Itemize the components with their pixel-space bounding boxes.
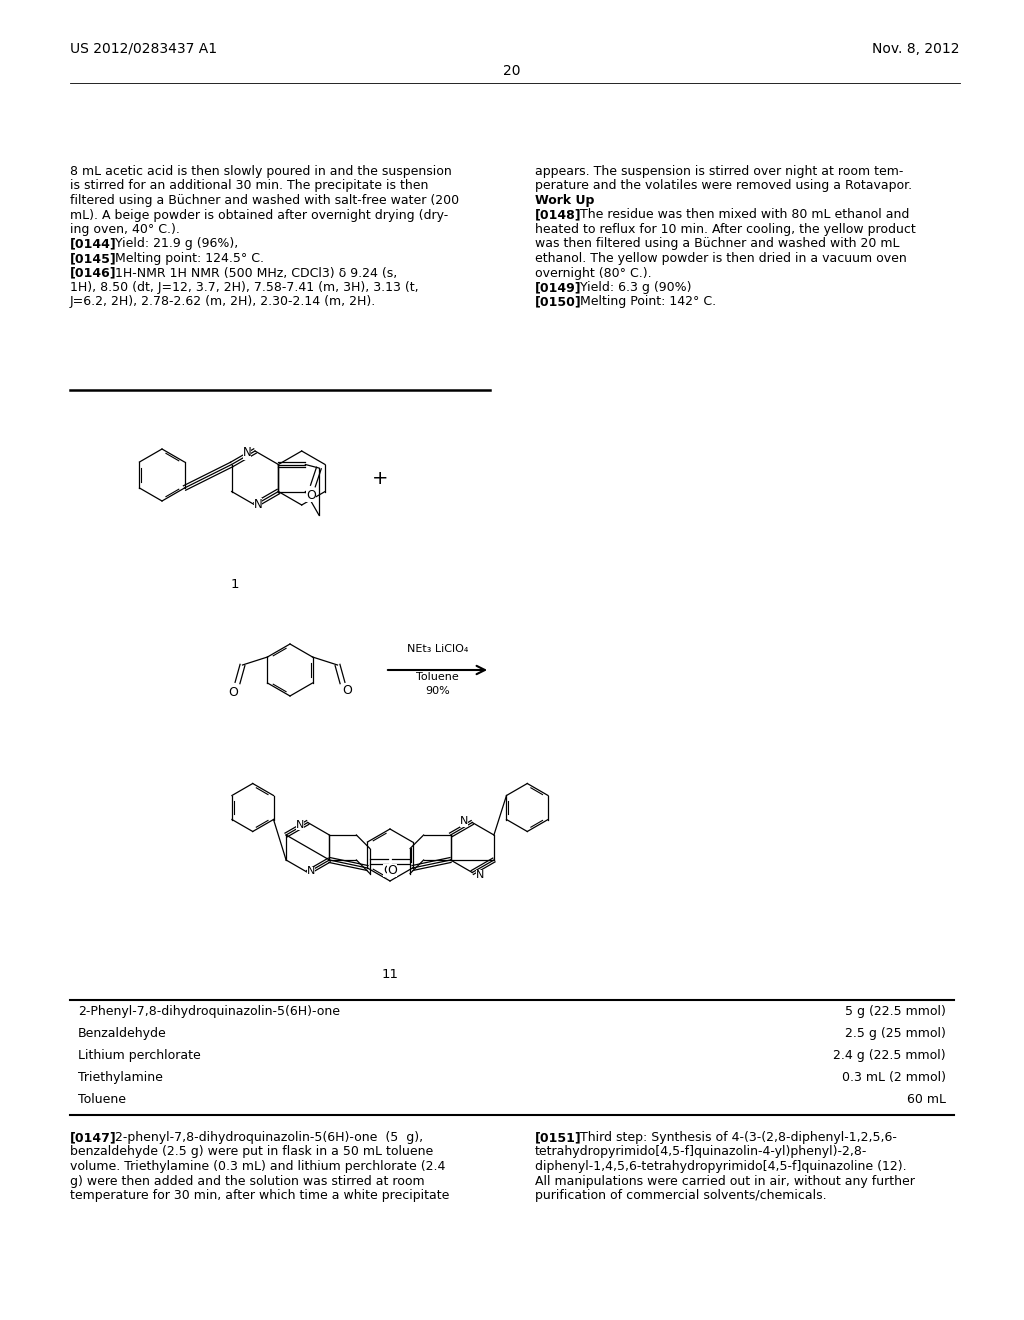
Text: 1H-NMR 1H NMR (500 MHz, CDCl3) δ 9.24 (s,: 1H-NMR 1H NMR (500 MHz, CDCl3) δ 9.24 (s… [103, 267, 397, 280]
Text: 11: 11 [382, 969, 398, 982]
Text: 2.4 g (22.5 mmol): 2.4 g (22.5 mmol) [834, 1049, 946, 1063]
Text: filtered using a Büchner and washed with salt-free water (200: filtered using a Büchner and washed with… [70, 194, 459, 207]
Text: N: N [460, 817, 468, 826]
Text: 5 g (22.5 mmol): 5 g (22.5 mmol) [845, 1005, 946, 1018]
Text: 2-phenyl-7,8-dihydroquinazolin-5(6H)-one  (5  g),: 2-phenyl-7,8-dihydroquinazolin-5(6H)-one… [103, 1131, 424, 1144]
Text: g) were then added and the solution was stirred at room: g) were then added and the solution was … [70, 1175, 425, 1188]
Text: The residue was then mixed with 80 mL ethanol and: The residue was then mixed with 80 mL et… [568, 209, 909, 222]
Text: [0151]: [0151] [535, 1131, 582, 1144]
Text: Melting Point: 142° C.: Melting Point: 142° C. [568, 296, 717, 309]
Text: N: N [306, 866, 315, 876]
Text: mL). A beige powder is obtained after overnight drying (dry-: mL). A beige powder is obtained after ov… [70, 209, 449, 222]
Text: perature and the volatiles were removed using a Rotavapor.: perature and the volatiles were removed … [535, 180, 912, 193]
Text: Yield: 6.3 g (90%): Yield: 6.3 g (90%) [568, 281, 692, 294]
Text: was then filtered using a Büchner and washed with 20 mL: was then filtered using a Büchner and wa… [535, 238, 899, 251]
Text: 1: 1 [230, 578, 240, 591]
Text: temperature for 30 min, after which time a white precipitate: temperature for 30 min, after which time… [70, 1189, 450, 1203]
Text: volume. Triethylamine (0.3 mL) and lithium perchlorate (2.4: volume. Triethylamine (0.3 mL) and lithi… [70, 1160, 445, 1173]
Text: [0148]: [0148] [535, 209, 582, 222]
Text: [0146]: [0146] [70, 267, 117, 280]
Text: ing oven, 40° C.).: ing oven, 40° C.). [70, 223, 180, 236]
Text: [0144]: [0144] [70, 238, 117, 251]
Text: heated to reflux for 10 min. After cooling, the yellow product: heated to reflux for 10 min. After cooli… [535, 223, 915, 236]
Text: US 2012/0283437 A1: US 2012/0283437 A1 [70, 42, 217, 55]
Text: Third step: Synthesis of 4-(3-(2,8-diphenyl-1,2,5,6-: Third step: Synthesis of 4-(3-(2,8-diphe… [568, 1131, 897, 1144]
Text: [0145]: [0145] [70, 252, 117, 265]
Text: N: N [254, 498, 262, 511]
Text: [0147]: [0147] [70, 1131, 117, 1144]
Text: Melting point: 124.5° C.: Melting point: 124.5° C. [103, 252, 264, 265]
Text: N: N [243, 446, 251, 459]
Text: N: N [296, 820, 304, 829]
Text: 20: 20 [503, 63, 521, 78]
Text: +: + [372, 469, 388, 487]
Text: Nov. 8, 2012: Nov. 8, 2012 [872, 42, 961, 55]
Text: Work Up: Work Up [535, 194, 594, 207]
Text: Yield: 21.9 g (96%),: Yield: 21.9 g (96%), [103, 238, 239, 251]
Text: J=6.2, 2H), 2.78-2.62 (m, 2H), 2.30-2.14 (m, 2H).: J=6.2, 2H), 2.78-2.62 (m, 2H), 2.30-2.14… [70, 296, 376, 309]
Text: O: O [343, 685, 352, 697]
Text: All manipulations were carried out in air, without any further: All manipulations were carried out in ai… [535, 1175, 914, 1188]
Text: O: O [387, 863, 397, 876]
Text: 1H), 8.50 (dt, J=12, 3.7, 2H), 7.58-7.41 (m, 3H), 3.13 (t,: 1H), 8.50 (dt, J=12, 3.7, 2H), 7.58-7.41… [70, 281, 419, 294]
Text: diphenyl-1,4,5,6-tetrahydropyrimido[4,5-f]quinazoline (12).: diphenyl-1,4,5,6-tetrahydropyrimido[4,5-… [535, 1160, 906, 1173]
Text: O: O [306, 488, 315, 502]
Text: [0150]: [0150] [535, 296, 582, 309]
Text: 0.3 mL (2 mmol): 0.3 mL (2 mmol) [842, 1071, 946, 1084]
Text: appears. The suspension is stirred over night at room tem-: appears. The suspension is stirred over … [535, 165, 903, 178]
Text: N: N [476, 870, 484, 879]
Text: Lithium perchlorate: Lithium perchlorate [78, 1049, 201, 1063]
Text: benzaldehyde (2.5 g) were put in flask in a 50 mL toluene: benzaldehyde (2.5 g) were put in flask i… [70, 1146, 433, 1159]
Text: [0149]: [0149] [535, 281, 582, 294]
Text: 60 mL: 60 mL [907, 1093, 946, 1106]
Text: tetrahydropyrimido[4,5-f]quinazolin-4-yl)phenyl)-2,8-: tetrahydropyrimido[4,5-f]quinazolin-4-yl… [535, 1146, 867, 1159]
Text: O: O [228, 685, 239, 698]
Text: O: O [383, 863, 393, 876]
Text: 2.5 g (25 mmol): 2.5 g (25 mmol) [845, 1027, 946, 1040]
Text: Triethylamine: Triethylamine [78, 1071, 163, 1084]
Text: 8 mL acetic acid is then slowly poured in and the suspension: 8 mL acetic acid is then slowly poured i… [70, 165, 452, 178]
Text: NEt₃ LiClO₄: NEt₃ LiClO₄ [407, 644, 468, 653]
Text: 2-Phenyl-7,8-dihydroquinazolin-5(6H)-one: 2-Phenyl-7,8-dihydroquinazolin-5(6H)-one [78, 1005, 340, 1018]
Text: 90%: 90% [425, 686, 450, 696]
Text: overnight (80° C.).: overnight (80° C.). [535, 267, 651, 280]
Text: Toluene: Toluene [78, 1093, 126, 1106]
Text: ethanol. The yellow powder is then dried in a vacuum oven: ethanol. The yellow powder is then dried… [535, 252, 906, 265]
Text: purification of commercial solvents/chemicals.: purification of commercial solvents/chem… [535, 1189, 826, 1203]
Text: Benzaldehyde: Benzaldehyde [78, 1027, 167, 1040]
Text: Toluene: Toluene [416, 672, 459, 682]
Text: is stirred for an additional 30 min. The precipitate is then: is stirred for an additional 30 min. The… [70, 180, 428, 193]
